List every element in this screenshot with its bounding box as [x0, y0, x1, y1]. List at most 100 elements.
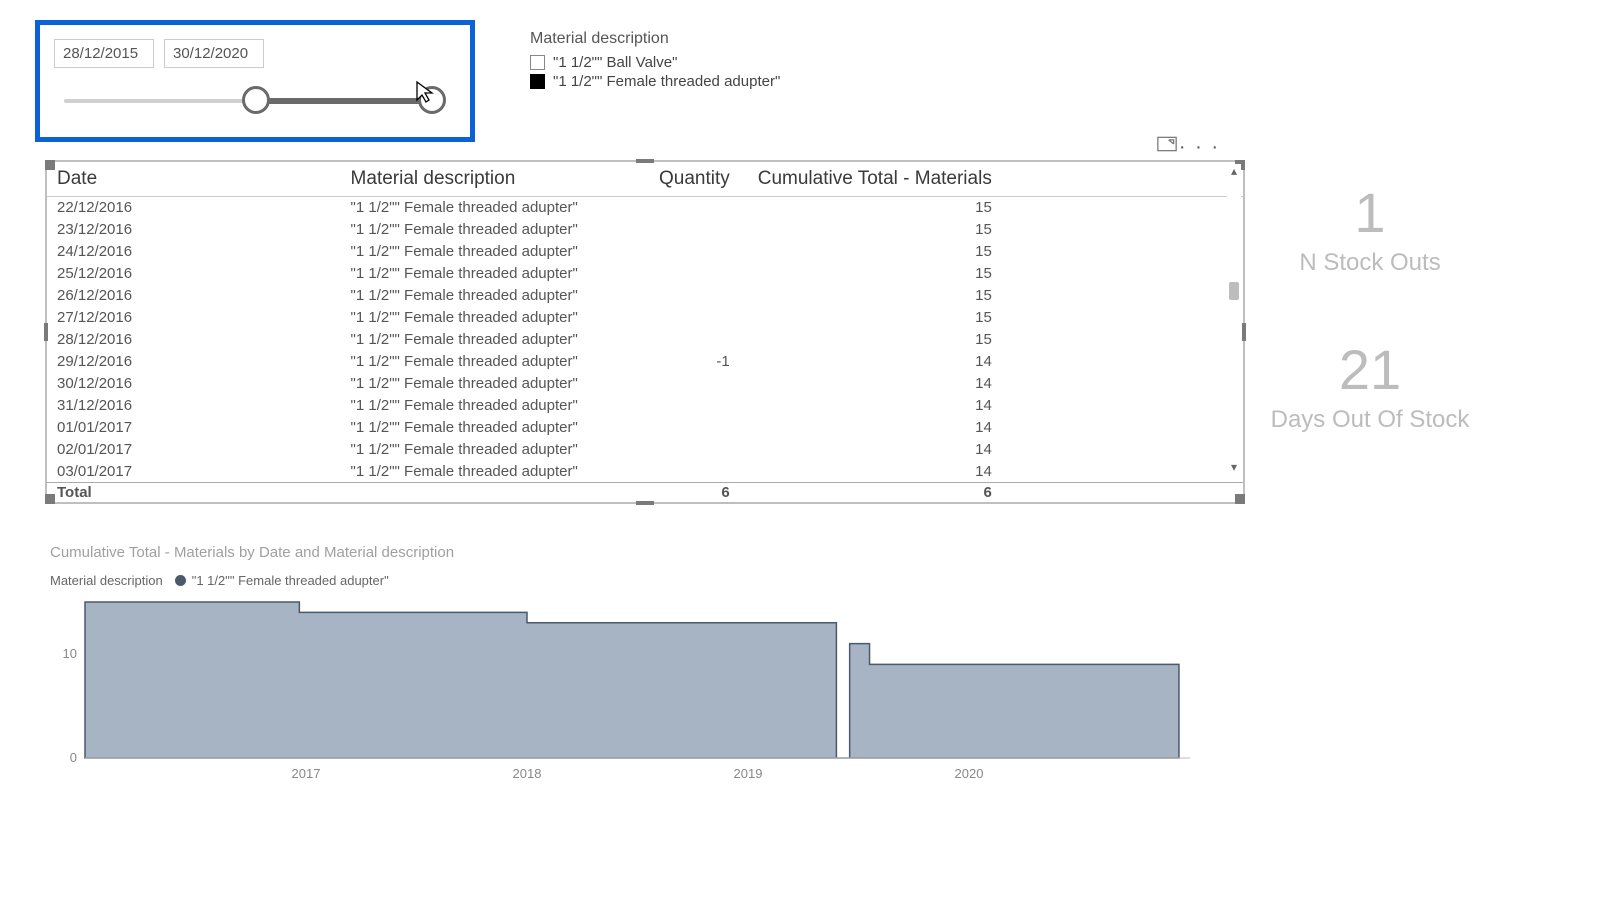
- table-cell: [645, 219, 740, 241]
- kpi-days-out: 21 Days Out Of Stock: [1210, 337, 1530, 434]
- table-row[interactable]: 01/01/2017"1 1/2"" Female threaded adupt…: [47, 417, 1243, 439]
- column-header[interactable]: Material description: [341, 162, 645, 197]
- table-cell: 14: [740, 417, 1002, 439]
- table-cell: "1 1/2"" Female threaded adupter": [341, 197, 645, 219]
- material-filter-label: "1 1/2"" Female threaded adupter": [553, 73, 780, 90]
- table-row[interactable]: 29/12/2016"1 1/2"" Female threaded adupt…: [47, 351, 1243, 373]
- material-filter-label: "1 1/2"" Ball Valve": [553, 54, 677, 71]
- table-cell: 26/12/2016: [47, 285, 341, 307]
- resize-handle[interactable]: [45, 494, 55, 504]
- table-cell: "1 1/2"" Female threaded adupter": [341, 351, 645, 373]
- slider-track-active: [256, 98, 432, 104]
- slider-handle-start[interactable]: [242, 86, 270, 114]
- focus-mode-icon[interactable]: [1157, 136, 1177, 152]
- table-cell: "1 1/2"" Female threaded adupter": [341, 417, 645, 439]
- total-qty: 6: [645, 483, 740, 503]
- table-row[interactable]: 26/12/2016"1 1/2"" Female threaded adupt…: [47, 285, 1243, 307]
- table-cell: "1 1/2"" Female threaded adupter": [341, 263, 645, 285]
- table-cell: 31/12/2016: [47, 395, 341, 417]
- svg-text:0: 0: [70, 750, 77, 765]
- checkbox-icon[interactable]: [530, 74, 545, 89]
- svg-text:2019: 2019: [734, 766, 763, 781]
- kpi-stockouts: 1 N Stock Outs: [1210, 180, 1530, 277]
- table-row[interactable]: 25/12/2016"1 1/2"" Female threaded adupt…: [47, 263, 1243, 285]
- table-cell: [645, 285, 740, 307]
- date-slicer[interactable]: [35, 20, 475, 142]
- table-cell: 02/01/2017: [47, 439, 341, 461]
- table-cell: "1 1/2"" Female threaded adupter": [341, 373, 645, 395]
- kpi-stockouts-value: 1: [1210, 180, 1530, 245]
- kpi-daysout-value: 21: [1210, 337, 1530, 402]
- table-row[interactable]: 27/12/2016"1 1/2"" Female threaded adupt…: [47, 307, 1243, 329]
- table-cell: [645, 417, 740, 439]
- material-filter-item[interactable]: "1 1/2"" Ball Valve": [530, 54, 780, 71]
- table-row[interactable]: 23/12/2016"1 1/2"" Female threaded adupt…: [47, 219, 1243, 241]
- material-description-slicer[interactable]: Material description "1 1/2"" Ball Valve…: [530, 30, 780, 142]
- table-row[interactable]: 24/12/2016"1 1/2"" Female threaded adupt…: [47, 241, 1243, 263]
- resize-handle[interactable]: [1242, 323, 1246, 341]
- resize-handle[interactable]: [636, 159, 654, 163]
- total-label: Total: [47, 483, 341, 503]
- table-cell: 24/12/2016: [47, 241, 341, 263]
- checkbox-icon[interactable]: [530, 55, 545, 70]
- cumulative-chart[interactable]: Cumulative Total - Materials by Date and…: [50, 544, 1230, 791]
- material-slicer-title: Material description: [530, 30, 780, 48]
- table-cell: 29/12/2016: [47, 351, 341, 373]
- slider-handle-end[interactable]: [418, 86, 446, 114]
- table-row[interactable]: 31/12/2016"1 1/2"" Female threaded adupt…: [47, 395, 1243, 417]
- svg-text:2020: 2020: [955, 766, 984, 781]
- table-cell: "1 1/2"" Female threaded adupter": [341, 439, 645, 461]
- table-cell: [645, 307, 740, 329]
- table-cell: [645, 241, 740, 263]
- table-cell: 03/01/2017: [47, 461, 341, 483]
- table-cell: 15: [740, 197, 1002, 219]
- table-cell: 23/12/2016: [47, 219, 341, 241]
- data-table-visual[interactable]: DateMaterial descriptionQuantityCumulati…: [45, 160, 1245, 504]
- table-row[interactable]: 22/12/2016"1 1/2"" Female threaded adupt…: [47, 197, 1243, 219]
- table-row[interactable]: 03/01/2017"1 1/2"" Female threaded adupt…: [47, 461, 1243, 483]
- table-cell: [645, 461, 740, 483]
- svg-text:2017: 2017: [292, 766, 321, 781]
- resize-handle[interactable]: [45, 160, 55, 170]
- chart-legend-series: "1 1/2"" Female threaded adupter": [192, 573, 389, 588]
- table-cell: -1: [645, 351, 740, 373]
- table-cell: "1 1/2"" Female threaded adupter": [341, 395, 645, 417]
- table-cell: [645, 395, 740, 417]
- column-header[interactable]: Date: [47, 162, 341, 197]
- table-scrollbar[interactable]: ▴ ▾: [1227, 164, 1241, 474]
- kpi-stockouts-label: N Stock Outs: [1210, 249, 1530, 277]
- chart-legend-lead: Material description: [50, 573, 163, 588]
- scroll-down-icon[interactable]: ▾: [1227, 460, 1241, 474]
- svg-text:2018: 2018: [513, 766, 542, 781]
- chart-plot: 0102017201820192020: [50, 596, 1210, 786]
- table-row[interactable]: 02/01/2017"1 1/2"" Female threaded adupt…: [47, 439, 1243, 461]
- table-cell: 30/12/2016: [47, 373, 341, 395]
- scroll-thumb[interactable]: [1229, 282, 1239, 301]
- column-header[interactable]: Quantity: [645, 162, 740, 197]
- scroll-up-icon[interactable]: ▴: [1227, 164, 1241, 178]
- resize-handle[interactable]: [636, 501, 654, 505]
- kpi-daysout-label: Days Out Of Stock: [1210, 406, 1530, 434]
- material-filter-item[interactable]: "1 1/2"" Female threaded adupter": [530, 73, 780, 90]
- resize-handle[interactable]: [1235, 494, 1245, 504]
- date-start-input[interactable]: [54, 39, 154, 68]
- table-cell: 25/12/2016: [47, 263, 341, 285]
- table-cell: 14: [740, 395, 1002, 417]
- table-cell: 14: [740, 373, 1002, 395]
- chart-title: Cumulative Total - Materials by Date and…: [50, 544, 1230, 561]
- more-options-icon[interactable]: · · ·: [1179, 136, 1220, 159]
- table-cell: [645, 439, 740, 461]
- table-cell: 15: [740, 263, 1002, 285]
- table-cell: 15: [740, 285, 1002, 307]
- table-row[interactable]: 30/12/2016"1 1/2"" Female threaded adupt…: [47, 373, 1243, 395]
- date-slider[interactable]: [54, 86, 456, 116]
- date-end-input[interactable]: [164, 39, 264, 68]
- table-cell: [645, 373, 740, 395]
- table-cell: "1 1/2"" Female threaded adupter": [341, 241, 645, 263]
- table-cell: [645, 197, 740, 219]
- legend-swatch-icon: [175, 575, 186, 586]
- column-header[interactable]: Cumulative Total - Materials: [740, 162, 1002, 197]
- table-cell: 27/12/2016: [47, 307, 341, 329]
- resize-handle[interactable]: [44, 323, 48, 341]
- table-row[interactable]: 28/12/2016"1 1/2"" Female threaded adupt…: [47, 329, 1243, 351]
